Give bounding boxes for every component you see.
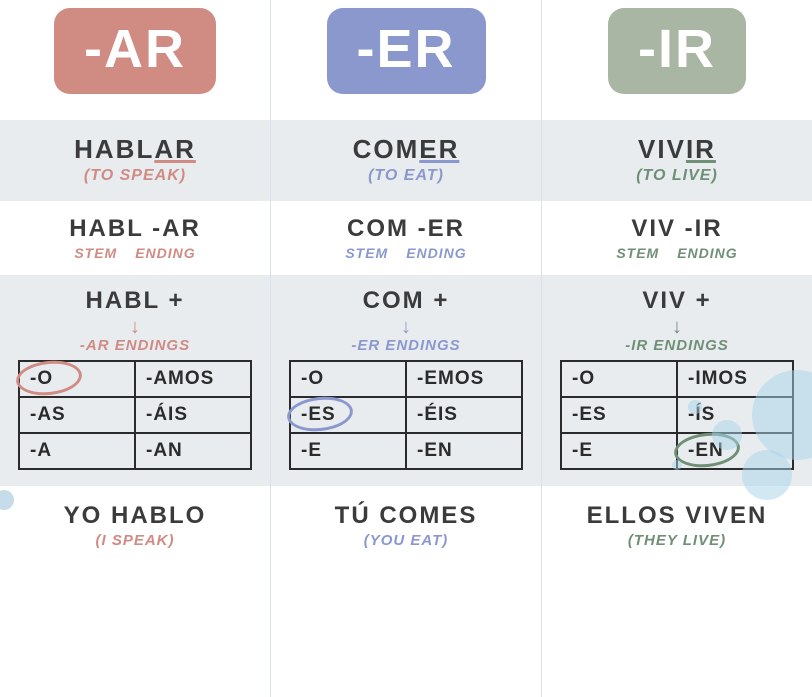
- arrow-down-icon: ↓: [560, 317, 794, 337]
- circle-mark-icon: [14, 358, 83, 399]
- ending-cell: -O: [19, 361, 135, 397]
- example-sentence: TÚ COMES: [281, 502, 531, 530]
- translation-ir: (TO LIVE): [552, 167, 802, 185]
- ending-cell: -IMOS: [677, 361, 793, 397]
- stem-plus: VIV +: [560, 287, 794, 315]
- example-sentence: YO HABLO: [10, 502, 260, 530]
- translation-er: (TO EAT): [281, 167, 531, 185]
- split-ending: -IR: [685, 215, 723, 242]
- infinitive-er: COMER: [281, 134, 531, 165]
- example-row: ELLOS VIVEN (THEY LIVE): [542, 486, 812, 567]
- ending-cell: -ÁIS: [135, 397, 251, 433]
- header-badge-er: -ER: [327, 8, 486, 94]
- split-top: HABL -AR: [10, 215, 260, 243]
- infinitive-stem: HABL: [74, 134, 154, 164]
- split-ending: -ER: [418, 215, 465, 242]
- example-translation: (I SPEAK): [10, 532, 260, 549]
- example-row: YO HABLO (I SPEAK): [0, 486, 270, 567]
- column-ar: -ARHABLAR(TO SPEAK)HABL -ARSTEMENDINGHAB…: [0, 0, 271, 697]
- ending-cell: -ES: [561, 397, 677, 433]
- stem-plus: COM +: [289, 287, 523, 315]
- arrow-down-icon: ↓: [18, 317, 252, 337]
- label-ending: ENDING: [406, 245, 466, 261]
- endings-section-ar: HABL +↓-AR ENDINGS -O-AMOS-AS-ÁIS-A-AN: [0, 275, 270, 486]
- split-stem: HABL: [69, 215, 143, 242]
- endings-table-ir: -O-IMOS-ES-ÍS-E-EN: [560, 360, 794, 470]
- split-row: COM -ER STEM ENDING: [271, 201, 541, 275]
- header-badge-ar: -AR: [54, 8, 216, 94]
- circle-mark-icon: [285, 394, 354, 435]
- endings-label: -ER ENDINGS: [289, 337, 523, 354]
- ending-cell: -EN: [677, 433, 793, 469]
- column-ir: -IRVIVIR(TO LIVE)VIV -IRSTEMENDINGVIV +↓…: [542, 0, 812, 697]
- infinitive-stem: VIV: [638, 134, 686, 164]
- ending-cell: -O: [561, 361, 677, 397]
- arrow-down-icon: ↓: [289, 317, 523, 337]
- translation-ar: (TO SPEAK): [10, 167, 260, 185]
- endings-label: -IR ENDINGS: [560, 337, 794, 354]
- ending-cell: -E: [561, 433, 677, 469]
- infinitive-ar: HABLAR: [10, 134, 260, 165]
- endings-table-ar: -O-AMOS-AS-ÁIS-A-AN: [18, 360, 252, 470]
- infinitive-suffix: ER: [419, 134, 459, 164]
- stem-plus: HABL +: [18, 287, 252, 315]
- ending-cell: -AMOS: [135, 361, 251, 397]
- ending-cell: -E: [290, 433, 406, 469]
- ending-cell: -ÍS: [677, 397, 793, 433]
- label-stem: STEM: [345, 245, 388, 261]
- header-badge-ir: -IR: [608, 8, 746, 94]
- header-row: -IR: [542, 0, 812, 120]
- split-top: VIV -IR: [552, 215, 802, 243]
- label-ending: ENDING: [135, 245, 195, 261]
- column-er: -ERCOMER(TO EAT)COM -ERSTEMENDINGCOM +↓-…: [271, 0, 542, 697]
- endings-table-er: -O-EMOS-ES-ÉIS-E-EN: [289, 360, 523, 470]
- ending-cell: -EMOS: [406, 361, 522, 397]
- header-row: -AR: [0, 0, 270, 120]
- split-stem: COM: [347, 215, 409, 242]
- infinitive-row: COMER (TO EAT): [271, 120, 541, 201]
- ending-cell: -EN: [406, 433, 522, 469]
- ending-cell: -ES: [290, 397, 406, 433]
- split-ending: -AR: [152, 215, 201, 242]
- infinitive-stem: COM: [353, 134, 420, 164]
- split-labels: STEM ENDING: [10, 245, 260, 261]
- infinitive-suffix: IR: [686, 134, 716, 164]
- ending-cell: -AS: [19, 397, 135, 433]
- infinitive-row: VIVIR (TO LIVE): [542, 120, 812, 201]
- ending-cell: -O: [290, 361, 406, 397]
- example-sentence: ELLOS VIVEN: [552, 502, 802, 530]
- header-row: -ER: [271, 0, 541, 120]
- label-ending: ENDING: [677, 245, 737, 261]
- endings-section-ir: VIV +↓-IR ENDINGS -O-IMOS-ES-ÍS-E-EN: [542, 275, 812, 486]
- example-row: TÚ COMES (YOU EAT): [271, 486, 541, 567]
- split-top: COM -ER: [281, 215, 531, 243]
- example-translation: (THEY LIVE): [552, 532, 802, 549]
- split-labels: STEM ENDING: [281, 245, 531, 261]
- infinitive-ir: VIVIR: [552, 134, 802, 165]
- example-translation: (YOU EAT): [281, 532, 531, 549]
- split-labels: STEM ENDING: [552, 245, 802, 261]
- split-row: VIV -IR STEM ENDING: [542, 201, 812, 275]
- ending-cell: -ÉIS: [406, 397, 522, 433]
- label-stem: STEM: [74, 245, 117, 261]
- infinitive-suffix: AR: [154, 134, 196, 164]
- split-stem: VIV: [631, 215, 676, 242]
- split-row: HABL -AR STEM ENDING: [0, 201, 270, 275]
- ending-cell: -A: [19, 433, 135, 469]
- endings-section-er: COM +↓-ER ENDINGS -O-EMOS-ES-ÉIS-E-EN: [271, 275, 541, 486]
- endings-label: -AR ENDINGS: [18, 337, 252, 354]
- label-stem: STEM: [616, 245, 659, 261]
- circle-mark-icon: [672, 430, 741, 471]
- ending-cell: -AN: [135, 433, 251, 469]
- infinitive-row: HABLAR (TO SPEAK): [0, 120, 270, 201]
